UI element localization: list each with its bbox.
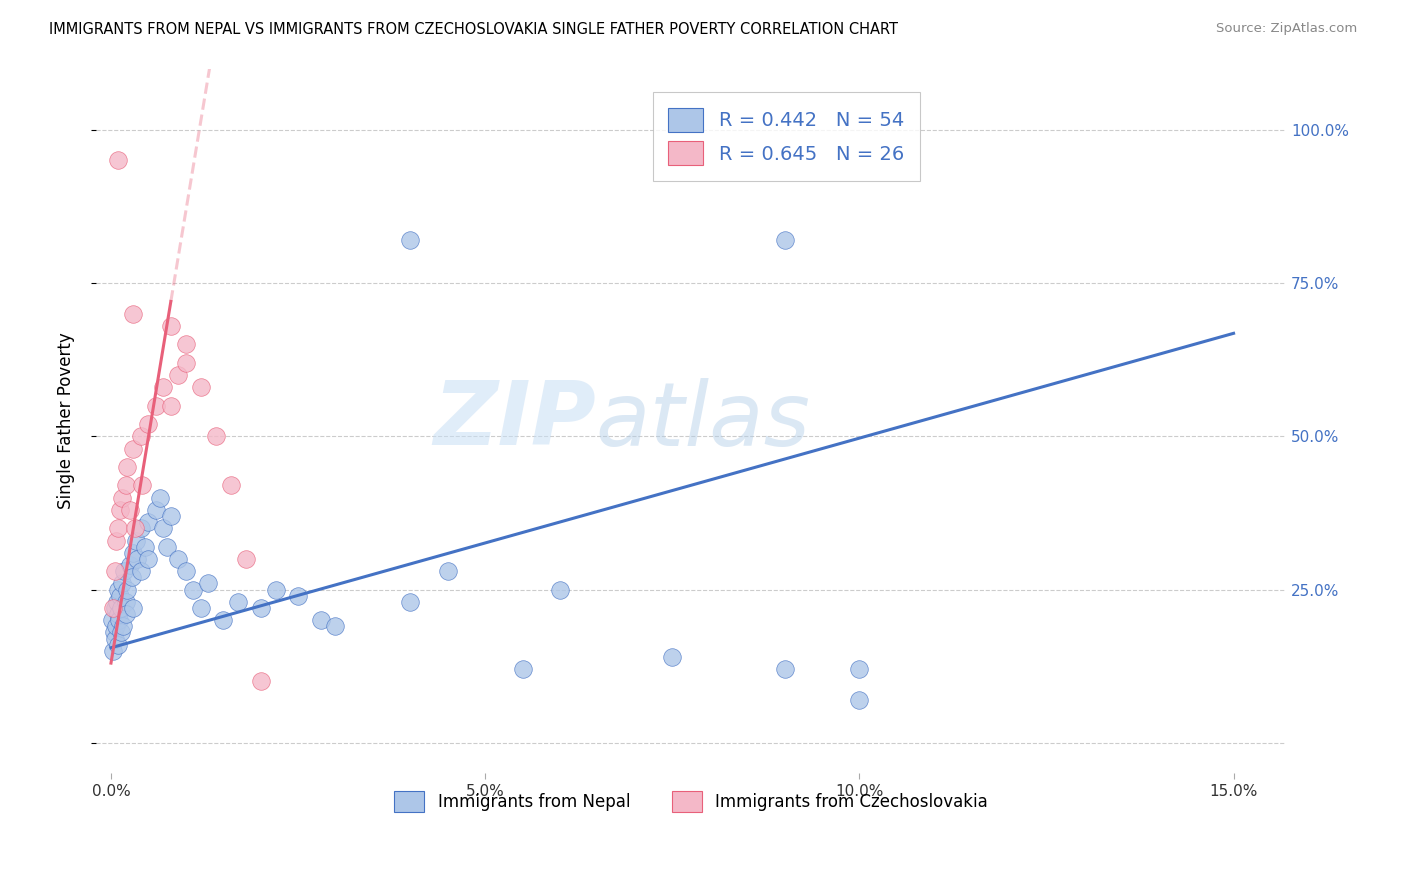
Point — [152, 521, 174, 535]
Point — [174, 564, 197, 578]
Point — [219, 478, 242, 492]
Point — [108, 613, 131, 627]
Point — [107, 582, 129, 597]
Point — [129, 521, 152, 535]
Point — [512, 662, 534, 676]
Point — [138, 417, 160, 431]
Point — [105, 619, 128, 633]
Point — [773, 662, 796, 676]
Point — [111, 576, 134, 591]
Point — [110, 601, 132, 615]
Point — [117, 459, 139, 474]
Point — [122, 601, 145, 615]
Point — [325, 619, 347, 633]
Point — [124, 533, 146, 548]
Text: Source: ZipAtlas.com: Source: ZipAtlas.com — [1216, 22, 1357, 36]
Point — [174, 337, 197, 351]
Point — [309, 613, 332, 627]
Point — [138, 515, 160, 529]
Text: ZIP: ZIP — [433, 377, 596, 465]
Point — [108, 589, 131, 603]
Point — [115, 478, 138, 492]
Point — [103, 625, 125, 640]
Point — [152, 380, 174, 394]
Point — [548, 582, 571, 597]
Point — [117, 582, 139, 597]
Point — [145, 503, 167, 517]
Point — [167, 368, 190, 382]
Point — [107, 638, 129, 652]
Point — [105, 533, 128, 548]
Point — [122, 546, 145, 560]
Point — [111, 619, 134, 633]
Point — [134, 540, 156, 554]
Point — [181, 582, 204, 597]
Legend: Immigrants from Nepal, Immigrants from Czechoslovakia: Immigrants from Nepal, Immigrants from C… — [381, 778, 1001, 825]
Point — [103, 601, 125, 615]
Point — [122, 442, 145, 456]
Point — [160, 318, 183, 333]
Point — [773, 233, 796, 247]
Point — [118, 558, 141, 572]
Point — [115, 607, 138, 621]
Point — [249, 674, 271, 689]
Point — [129, 564, 152, 578]
Point — [103, 644, 125, 658]
Point — [124, 521, 146, 535]
Point — [131, 478, 153, 492]
Point — [399, 233, 422, 247]
Point — [145, 399, 167, 413]
Point — [848, 662, 870, 676]
Point — [104, 632, 127, 646]
Point — [264, 582, 287, 597]
Point — [848, 693, 870, 707]
Point — [105, 595, 128, 609]
Point — [121, 570, 143, 584]
Y-axis label: Single Father Poverty: Single Father Poverty — [58, 333, 75, 509]
Point — [104, 564, 127, 578]
Point — [101, 613, 124, 627]
Point — [661, 650, 683, 665]
Point — [174, 356, 197, 370]
Point — [110, 625, 132, 640]
Point — [160, 508, 183, 523]
Point — [212, 613, 235, 627]
Point — [167, 552, 190, 566]
Text: atlas: atlas — [596, 378, 811, 464]
Point — [129, 429, 152, 443]
Point — [111, 491, 134, 505]
Point — [127, 552, 149, 566]
Point — [204, 429, 226, 443]
Point — [156, 540, 179, 554]
Point — [118, 503, 141, 517]
Point — [149, 491, 172, 505]
Point — [436, 564, 458, 578]
Point — [226, 595, 249, 609]
Point — [122, 307, 145, 321]
Point — [249, 601, 271, 615]
Point — [108, 503, 131, 517]
Point — [107, 153, 129, 168]
Point — [107, 521, 129, 535]
Point — [115, 595, 138, 609]
Point — [197, 576, 219, 591]
Point — [190, 601, 212, 615]
Point — [138, 552, 160, 566]
Point — [160, 399, 183, 413]
Point — [114, 564, 136, 578]
Point — [235, 552, 257, 566]
Point — [399, 595, 422, 609]
Point — [190, 380, 212, 394]
Point — [107, 607, 129, 621]
Text: IMMIGRANTS FROM NEPAL VS IMMIGRANTS FROM CZECHOSLOVAKIA SINGLE FATHER POVERTY CO: IMMIGRANTS FROM NEPAL VS IMMIGRANTS FROM… — [49, 22, 898, 37]
Point — [104, 601, 127, 615]
Point — [287, 589, 309, 603]
